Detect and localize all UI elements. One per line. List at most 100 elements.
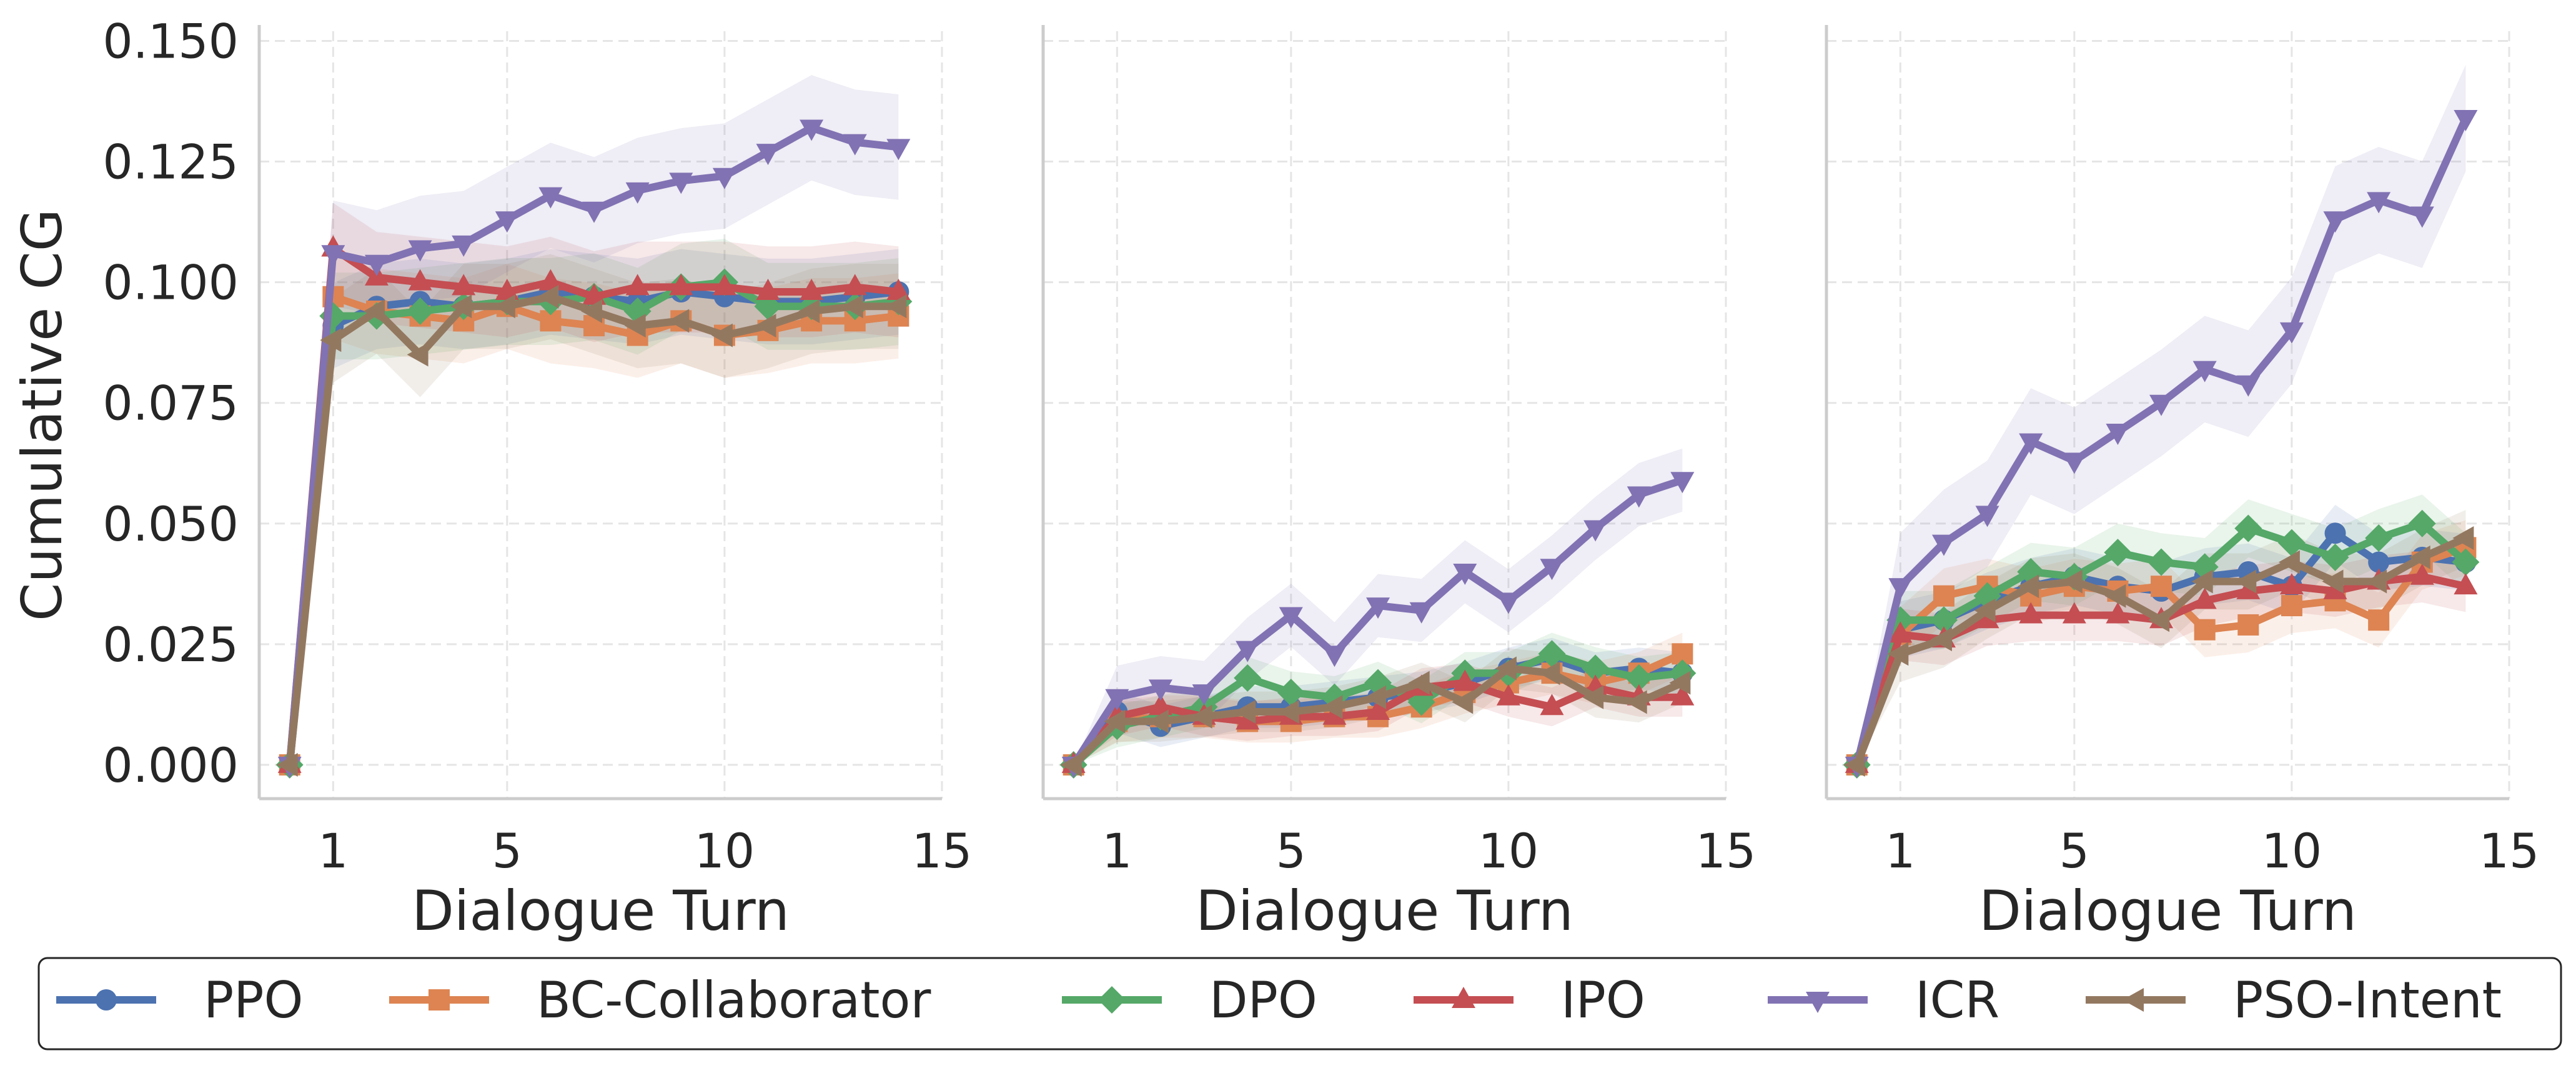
x-tick-label: 15 bbox=[912, 823, 973, 879]
data-point bbox=[1625, 690, 1647, 714]
legend-item: ICR bbox=[1768, 971, 1999, 1029]
data-point bbox=[885, 294, 907, 319]
data-point bbox=[406, 297, 434, 325]
data-point bbox=[2410, 563, 2434, 585]
data-point bbox=[712, 274, 736, 296]
data-point bbox=[711, 323, 733, 347]
legend-frame bbox=[37, 957, 2562, 1051]
data-point bbox=[756, 144, 780, 166]
data-point bbox=[1625, 664, 1653, 692]
legend-marker bbox=[1098, 986, 1126, 1014]
data-point bbox=[668, 309, 690, 333]
data-point bbox=[2194, 619, 2216, 641]
y-tick-label: 0.050 bbox=[102, 496, 239, 552]
x-tick-label: 1 bbox=[1102, 823, 1132, 879]
y-tick-label: 0.000 bbox=[102, 737, 239, 793]
data-point bbox=[538, 269, 563, 291]
legend-item: PSO-Intent bbox=[2086, 971, 2502, 1029]
data-point bbox=[2236, 375, 2261, 397]
legend-marker bbox=[96, 989, 117, 1011]
data-point bbox=[2367, 192, 2391, 214]
data-point bbox=[2237, 614, 2259, 636]
legend-label: ICR bbox=[1915, 971, 1999, 1029]
y-tick-label: 0.125 bbox=[102, 134, 239, 190]
y-tick-label: 0.075 bbox=[102, 376, 239, 431]
data-point bbox=[1453, 669, 1477, 691]
data-point bbox=[2106, 602, 2130, 624]
series-icr bbox=[1845, 110, 2478, 778]
x-tick-label: 15 bbox=[1696, 823, 1756, 879]
data-point bbox=[2410, 206, 2434, 228]
legend-label: PSO-Intent bbox=[2233, 971, 2502, 1029]
legend-item: DPO bbox=[1062, 971, 1317, 1029]
data-point bbox=[2279, 573, 2304, 595]
data-point bbox=[841, 294, 863, 319]
data-point bbox=[493, 294, 515, 319]
data-point bbox=[755, 314, 776, 338]
data-point bbox=[800, 279, 824, 301]
x-tick-label: 5 bbox=[492, 823, 522, 879]
data-point bbox=[1887, 642, 1909, 666]
data-point bbox=[2281, 595, 2302, 617]
data-point bbox=[1540, 694, 1564, 716]
data-point bbox=[1582, 654, 1610, 682]
data-point bbox=[1191, 704, 1212, 729]
legend: PPO BC-Collaborator DPO IPO ICR PSO-Intent bbox=[37, 957, 2562, 1051]
legend-label: BC-Collaborator bbox=[537, 971, 931, 1029]
data-point bbox=[1452, 690, 1474, 714]
x-axis-label: Dialogue Turn bbox=[1979, 879, 2357, 943]
x-axis-label: Dialogue Turn bbox=[412, 879, 790, 943]
data-point bbox=[1496, 684, 1520, 706]
x-tick-label: 1 bbox=[318, 823, 348, 879]
x-tick-label: 10 bbox=[695, 823, 755, 879]
series-pso-intent bbox=[1060, 656, 1691, 777]
data-point bbox=[1540, 559, 1564, 581]
legend-label: IPO bbox=[1561, 971, 1645, 1029]
data-point bbox=[1408, 671, 1430, 695]
data-point bbox=[2454, 110, 2478, 132]
data-point bbox=[1234, 664, 1262, 692]
data-point bbox=[2278, 550, 2300, 574]
y-tick-label: 0.025 bbox=[102, 617, 239, 672]
x-tick-label: 1 bbox=[1885, 823, 1915, 879]
series-pso-intent bbox=[276, 284, 907, 777]
data-point bbox=[1495, 656, 1517, 681]
series-icr bbox=[277, 119, 911, 778]
data-point bbox=[1192, 684, 1216, 706]
data-point bbox=[363, 299, 385, 323]
data-point bbox=[2365, 524, 2393, 552]
data-point bbox=[364, 254, 389, 276]
data-point bbox=[1104, 709, 1126, 734]
data-point bbox=[276, 752, 298, 777]
legend-marker bbox=[1452, 987, 1475, 1008]
data-point bbox=[537, 284, 559, 309]
data-point bbox=[1670, 472, 1695, 494]
data-point bbox=[1453, 564, 1477, 586]
data-point bbox=[1930, 627, 1952, 652]
data-point bbox=[2409, 545, 2430, 569]
data-point bbox=[582, 283, 607, 305]
data-point bbox=[1105, 689, 1129, 711]
data-point bbox=[2235, 569, 2257, 594]
data-point bbox=[2408, 509, 2436, 537]
data-point bbox=[408, 269, 432, 291]
data-point bbox=[756, 279, 780, 301]
data-point bbox=[2104, 584, 2126, 608]
y-tick-label: 0.100 bbox=[102, 255, 239, 311]
data-point bbox=[1843, 752, 1865, 777]
data-point bbox=[495, 211, 519, 233]
data-point bbox=[538, 187, 563, 209]
data-point bbox=[625, 274, 650, 296]
data-point bbox=[1888, 621, 1913, 643]
y-tick-label: 0.150 bbox=[102, 13, 239, 69]
data-point bbox=[450, 294, 472, 319]
data-point bbox=[2368, 609, 2390, 631]
data-point bbox=[2191, 569, 2213, 594]
data-point bbox=[669, 172, 693, 194]
data-point bbox=[2368, 551, 2390, 573]
data-point bbox=[321, 245, 345, 267]
data-point bbox=[2279, 322, 2304, 344]
y-axis-label: Cumulative CG bbox=[10, 209, 74, 621]
